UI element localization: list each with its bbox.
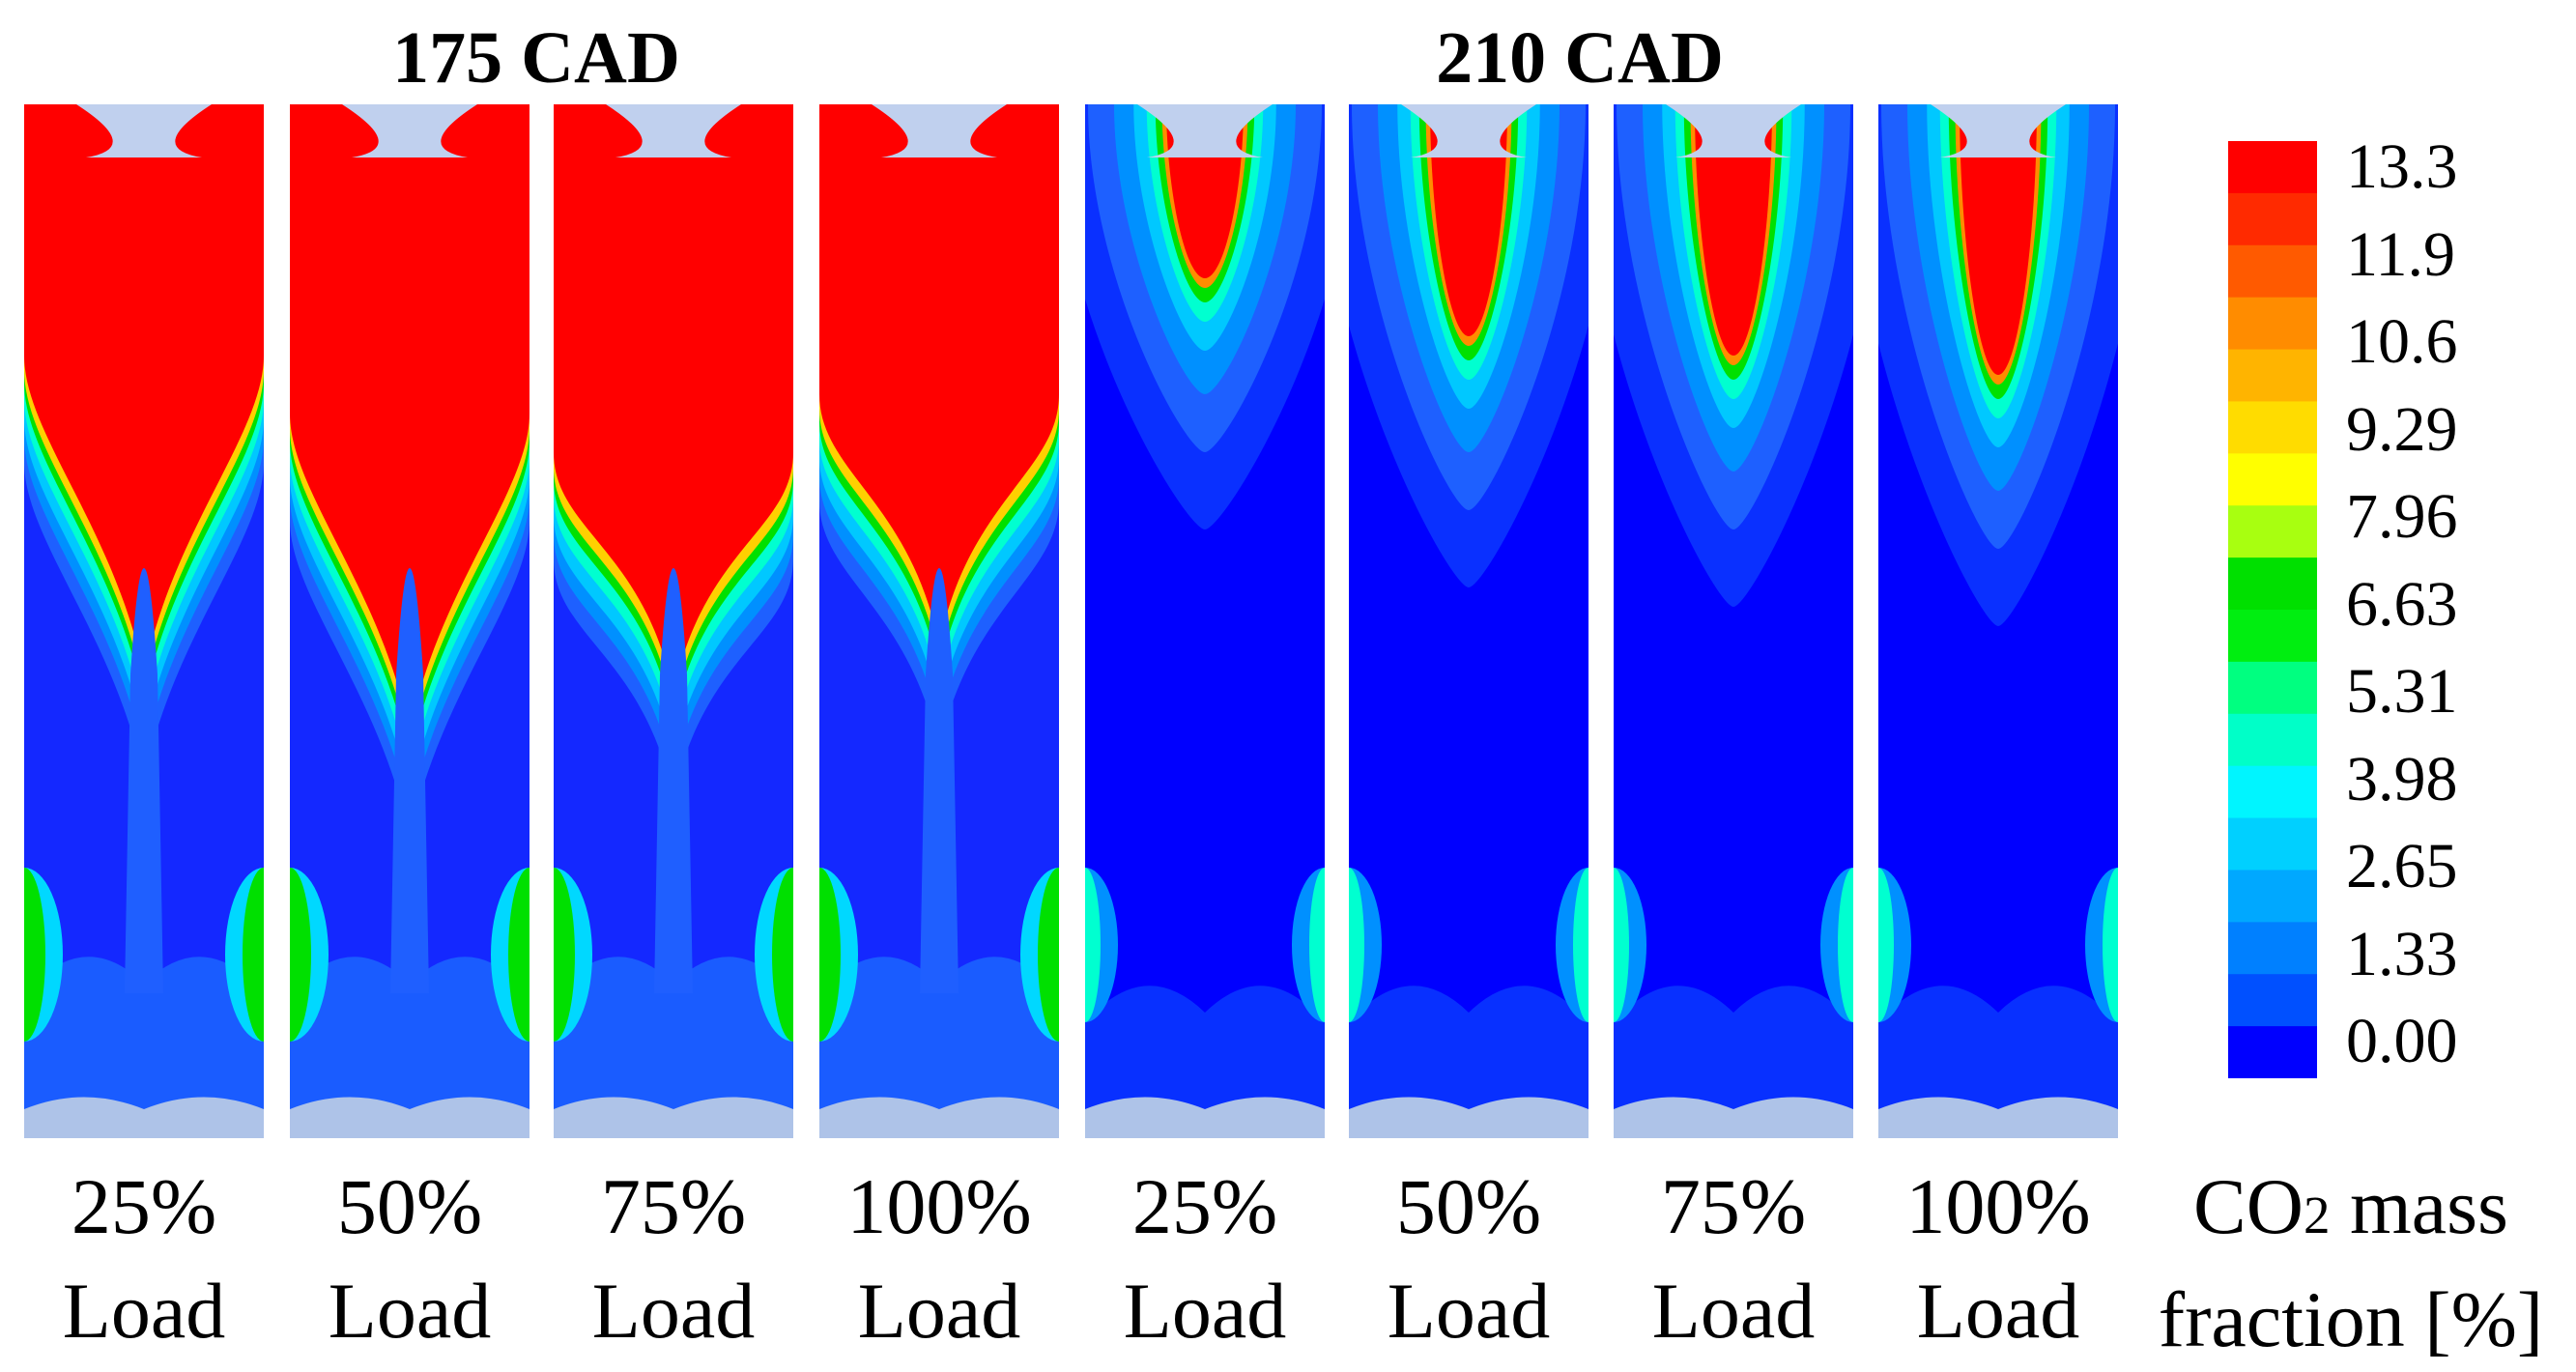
colorbar-band xyxy=(2228,1026,2317,1078)
colorbar-band xyxy=(2228,453,2317,506)
load-value: 25% xyxy=(71,1162,217,1250)
contour-image xyxy=(554,104,793,1138)
title-175-cad: 175 CAD xyxy=(392,17,680,99)
load-label: 50% Load xyxy=(279,1155,540,1363)
load-value: 50% xyxy=(336,1162,483,1250)
load-label: 75% Load xyxy=(543,1155,804,1363)
colorbar-band xyxy=(2228,557,2317,611)
colorbar-tick: 13.3 xyxy=(2346,131,2458,202)
injector-tip xyxy=(1931,104,2066,157)
load-word: Load xyxy=(328,1267,492,1355)
load-word: Load xyxy=(857,1267,1021,1355)
contour-panel xyxy=(290,104,530,1138)
load-word: Load xyxy=(62,1267,226,1355)
contour-image xyxy=(290,104,530,1138)
colorbar-band xyxy=(2228,505,2317,558)
piston-surface xyxy=(1349,1097,1589,1138)
load-label: 50% Load xyxy=(1338,1155,1599,1363)
piston-surface xyxy=(1085,1097,1325,1138)
load-word: Load xyxy=(1651,1267,1816,1355)
colorbar-band xyxy=(2228,661,2317,715)
colorbar-band xyxy=(2228,817,2317,871)
contour-image xyxy=(1085,104,1325,1138)
colorbar-band xyxy=(2228,610,2317,663)
piston-surface xyxy=(24,1097,264,1138)
piston-surface xyxy=(554,1097,793,1138)
piston-surface xyxy=(819,1097,1059,1138)
contour-panel xyxy=(1878,104,2118,1138)
injector-tip xyxy=(872,104,1007,157)
colorbar-tick: 10.6 xyxy=(2346,306,2458,377)
colorbar xyxy=(2228,141,2317,1078)
title-210-cad: 210 CAD xyxy=(1436,17,1724,99)
contour-panel xyxy=(554,104,793,1138)
colorbar-band xyxy=(2228,922,2317,975)
colorbar-band xyxy=(2228,244,2317,299)
load-label: 75% Load xyxy=(1603,1155,1864,1363)
colorbar-tick: 1.33 xyxy=(2346,918,2458,989)
colorbar-tick: 3.98 xyxy=(2346,743,2458,815)
load-word: Load xyxy=(1916,1267,2080,1355)
load-label: 25% Load xyxy=(1074,1155,1335,1363)
injector-tip xyxy=(1666,104,1801,157)
colorbar-label-co: CO xyxy=(2193,1162,2304,1250)
colorbar-band xyxy=(2228,297,2317,351)
injector-tip xyxy=(1137,104,1273,157)
contour-image xyxy=(24,104,264,1138)
colorbar-tick: 0.00 xyxy=(2346,1006,2458,1076)
contour-panel xyxy=(24,104,264,1138)
colorbar-tick: 9.29 xyxy=(2346,393,2458,465)
load-label: 100% Load xyxy=(809,1155,1070,1363)
piston-surface xyxy=(1614,1097,1853,1138)
contour-image xyxy=(1614,104,1853,1138)
load-value: 75% xyxy=(600,1162,747,1250)
contour-panel xyxy=(1349,104,1589,1138)
colorbar-tick: 2.65 xyxy=(2346,831,2458,901)
load-label: 100% Load xyxy=(1868,1155,2129,1363)
colorbar-tick: 6.63 xyxy=(2346,568,2458,640)
load-value: 50% xyxy=(1395,1162,1542,1250)
contour-panel xyxy=(1085,104,1325,1138)
injector-tip xyxy=(76,104,212,157)
load-label: 25% Load xyxy=(14,1155,274,1363)
colorbar-label-line2: fraction [%] xyxy=(2158,1275,2544,1363)
load-value: 25% xyxy=(1131,1162,1278,1250)
colorbar-label-mass: mass xyxy=(2330,1162,2508,1250)
load-value: 100% xyxy=(846,1162,1032,1250)
load-word: Load xyxy=(591,1267,756,1355)
injector-tip xyxy=(1401,104,1536,157)
load-value: 100% xyxy=(1905,1162,2091,1250)
colorbar-label: CO2 mass fraction [%] xyxy=(2126,1155,2576,1372)
contour-image xyxy=(819,104,1059,1138)
injector-tip xyxy=(342,104,477,157)
colorbar-band xyxy=(2228,974,2317,1027)
colorbar-label-sub: 2 xyxy=(2303,1186,2331,1244)
contour-panel xyxy=(1614,104,1853,1138)
colorbar-band xyxy=(2228,192,2317,246)
colorbar-band xyxy=(2228,401,2317,454)
injector-tip xyxy=(606,104,741,157)
colorbar-tick: 5.31 xyxy=(2346,656,2458,727)
colorbar-band xyxy=(2228,713,2317,767)
load-value: 75% xyxy=(1660,1162,1807,1250)
colorbar-band xyxy=(2228,141,2317,194)
piston-surface xyxy=(1878,1097,2118,1138)
contour-image xyxy=(1349,104,1589,1138)
contour-image xyxy=(1878,104,2118,1138)
load-word: Load xyxy=(1387,1267,1551,1355)
colorbar-tick: 11.9 xyxy=(2346,218,2456,290)
contour-panel xyxy=(819,104,1059,1138)
colorbar-band xyxy=(2228,870,2317,923)
load-word: Load xyxy=(1123,1267,1287,1355)
piston-surface xyxy=(290,1097,530,1138)
colorbar-tick: 7.96 xyxy=(2346,481,2458,552)
colorbar-band xyxy=(2228,349,2317,402)
colorbar-band xyxy=(2228,765,2317,819)
